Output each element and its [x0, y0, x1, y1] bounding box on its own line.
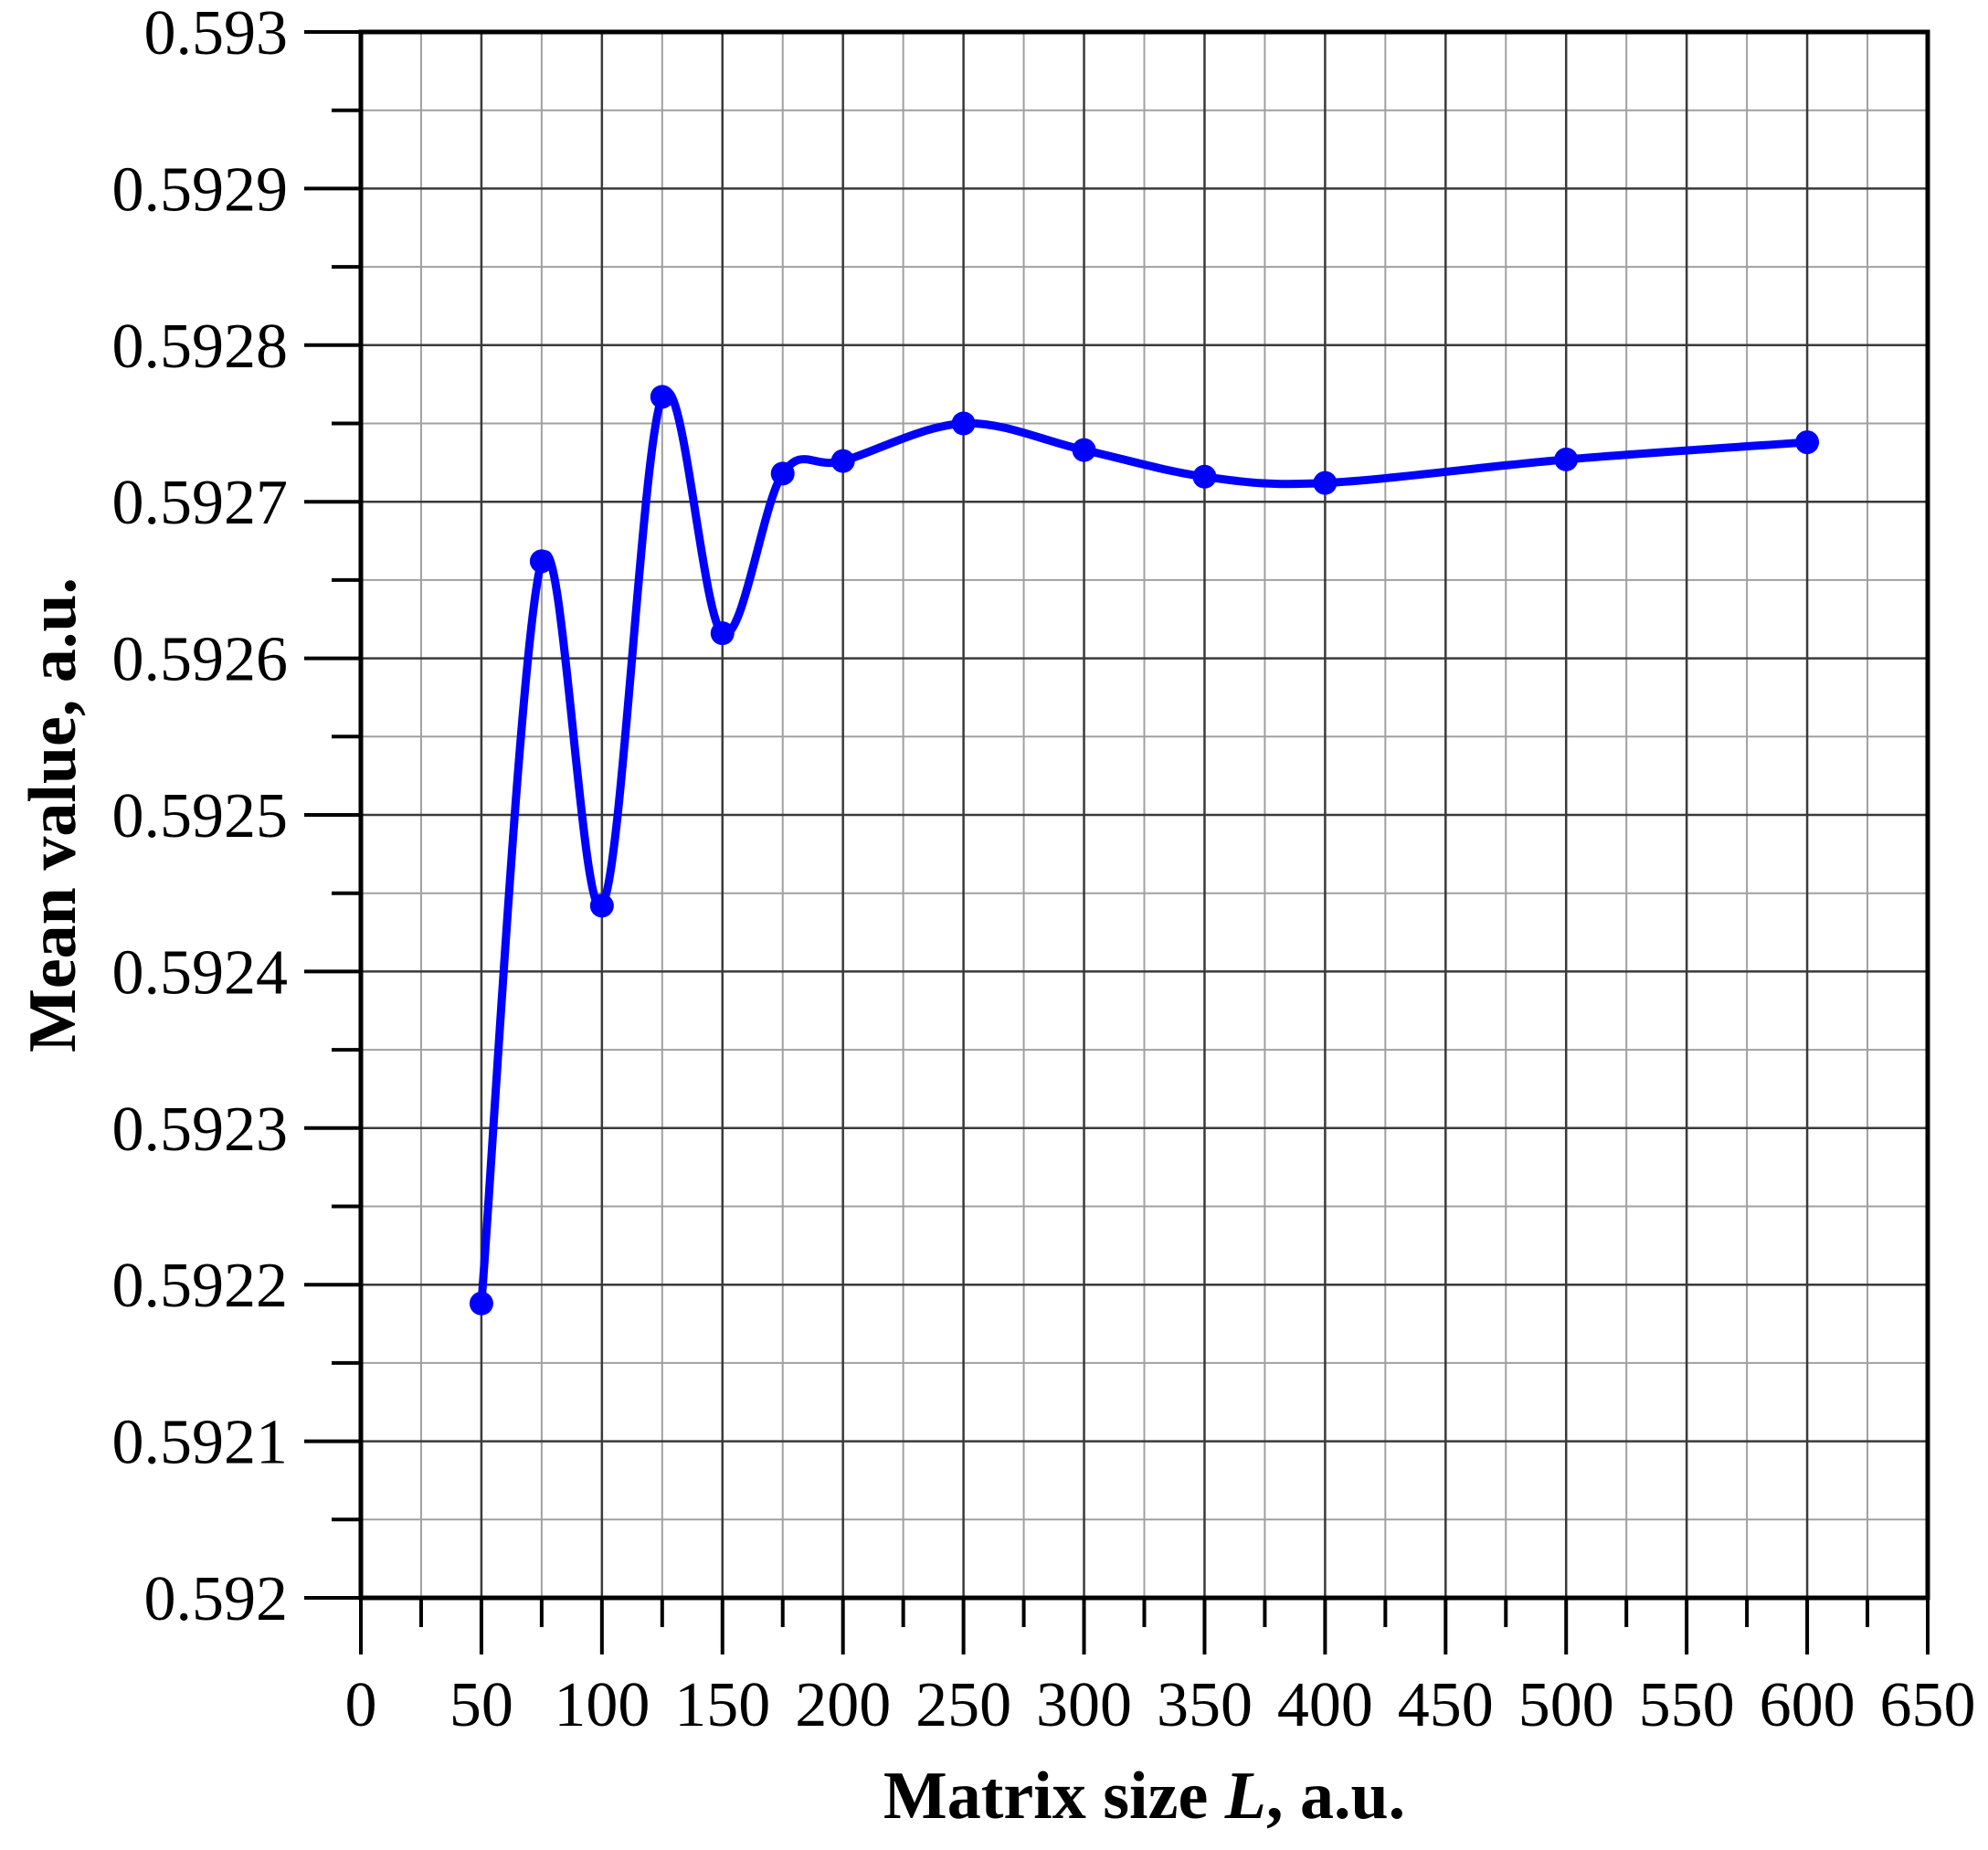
data-point — [770, 461, 795, 486]
x-tick-label: 300 — [1036, 1670, 1132, 1740]
x-tick-label: 350 — [1157, 1670, 1253, 1740]
data-point — [1795, 430, 1820, 455]
x-tick-label: 150 — [674, 1670, 770, 1740]
y-tick-label: 0.5929 — [112, 154, 289, 225]
x-axis-title-variable: L — [1224, 1759, 1266, 1834]
y-axis-title: Mean value, a.u. — [16, 577, 90, 1052]
data-point — [589, 893, 614, 918]
data-point — [1313, 470, 1338, 495]
data-point — [1072, 438, 1096, 462]
data-point — [1192, 464, 1217, 489]
x-tick-label: 500 — [1518, 1670, 1614, 1740]
data-point — [1554, 447, 1579, 471]
grid — [359, 30, 1930, 1600]
series — [469, 385, 1820, 1316]
data-point — [951, 411, 976, 436]
data-point — [710, 621, 735, 646]
y-tick-label: 0.5921 — [112, 1408, 289, 1478]
x-axis-title-unit: , a.u. — [1266, 1759, 1405, 1834]
data-point — [650, 385, 674, 409]
x-tick-label: 50 — [449, 1670, 513, 1740]
x-axis-title-part: Matrix size — [883, 1759, 1225, 1834]
data-point — [529, 549, 554, 574]
labels: Matrix size L, a.u. Mean value, a.u. — [16, 577, 1405, 1834]
y-tick-label: 0.5926 — [112, 625, 289, 695]
x-tick-label: 100 — [554, 1670, 650, 1740]
y-tick-label: 0.5923 — [112, 1094, 289, 1165]
y-tick-label: 0.592 — [144, 1564, 289, 1634]
y-tick-label: 0.5927 — [112, 468, 289, 538]
x-tick-label: 550 — [1639, 1670, 1735, 1740]
x-tick-label: 650 — [1880, 1670, 1976, 1740]
y-tick-label: 0.5922 — [112, 1251, 289, 1321]
x-tick-label: 450 — [1398, 1670, 1494, 1740]
y-tick-label: 0.5924 — [112, 937, 289, 1008]
y-tick-label: 0.593 — [144, 0, 289, 69]
x-tick-label: 400 — [1277, 1670, 1373, 1740]
x-tick-label: 250 — [915, 1670, 1011, 1740]
x-axis-title: Matrix size L, a.u. — [883, 1759, 1405, 1834]
x-tick-label: 200 — [795, 1670, 891, 1740]
x-tick-label: 0 — [345, 1670, 377, 1740]
axes: 0 50 100 150 200 250 300 350 400 450 500 550 600 650 0… — [112, 0, 1976, 1740]
y-tick-label: 0.5925 — [112, 781, 289, 851]
x-tick-label: 600 — [1760, 1670, 1856, 1740]
data-point — [469, 1291, 493, 1316]
data-point — [830, 449, 855, 473]
y-tick-label: 0.5928 — [112, 312, 289, 382]
